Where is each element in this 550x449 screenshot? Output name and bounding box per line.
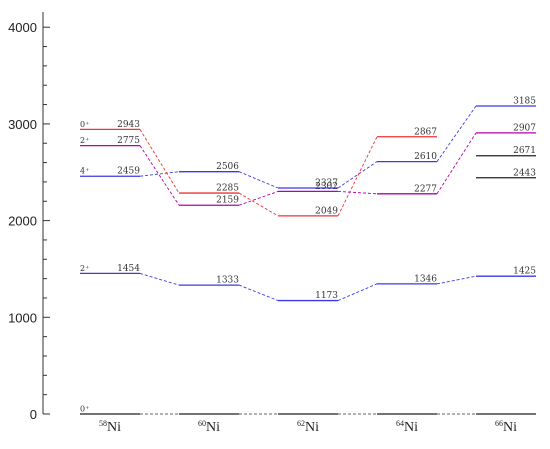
energy-label: 2285: [216, 184, 239, 194]
y-tick-label: 2000: [8, 214, 37, 229]
connection-line: [238, 171, 279, 189]
connection-line: [139, 171, 180, 177]
connection-line: [337, 283, 378, 301]
y-tick-label: 3000: [8, 117, 37, 132]
connection-line: [337, 190, 378, 195]
isotope-element: Ni: [305, 420, 319, 435]
connection-line: [436, 275, 477, 285]
spin-label: 4⁺: [80, 167, 89, 176]
isotope-element: Ni: [206, 420, 220, 435]
spin-label: 2⁺: [80, 264, 89, 273]
energy-label: 2943: [117, 120, 140, 130]
isotope-element: Ni: [107, 420, 121, 435]
connection-line: [238, 190, 279, 206]
y-tick-label: 0: [30, 407, 37, 422]
energy-label: 2159: [216, 196, 239, 206]
energy-label: 2443: [513, 168, 536, 178]
isotope-element: Ni: [503, 420, 517, 435]
connection-line: [238, 284, 279, 301]
isotope-label: 64Ni: [396, 419, 418, 435]
connection-line: [337, 161, 378, 189]
spin-label: 2⁺: [80, 136, 89, 145]
connection-line: [436, 132, 477, 195]
level-layer: 0⁺ 1454 2⁺ 2459 4⁺ 2775 2⁺ 2943 0⁺ 1333 2159 2285 25…: [80, 97, 536, 415]
isotope-mass: 66: [495, 419, 503, 428]
isotope-label: 60Ni: [198, 419, 220, 435]
energy-label: 1425: [513, 267, 536, 277]
energy-label: 2302: [315, 182, 338, 192]
energy-label: 2459: [117, 167, 140, 177]
energy-label: 2506: [216, 162, 239, 172]
energy-label: 1454: [117, 264, 140, 274]
energy-label: 3185: [513, 97, 536, 107]
energy-label: 2907: [513, 123, 536, 133]
energy-label: 2867: [414, 127, 437, 137]
isotope-mass: 60: [198, 419, 206, 428]
y-axis: 0 1000 2000 3000 4000: [8, 12, 50, 422]
spin-label: 0⁺: [80, 405, 89, 414]
energy-label: 2610: [414, 152, 437, 162]
connection-line: [238, 192, 279, 217]
connection-line: [139, 272, 180, 286]
isotope-mass: 64: [396, 419, 404, 428]
connection-line: [436, 105, 477, 162]
isotope-label: 58Ni: [99, 419, 121, 435]
energy-label: 1333: [216, 276, 239, 286]
energy-label: 1346: [414, 274, 437, 284]
connection-line: [139, 129, 180, 194]
energy-label: 1173: [315, 291, 338, 301]
spin-label: 0⁺: [80, 120, 89, 129]
isotope-label: 62Ni: [297, 419, 319, 435]
y-tick-label: 4000: [8, 20, 37, 35]
connection-line: [139, 145, 180, 206]
isotope-mass: 58: [99, 419, 107, 428]
isotope-element: Ni: [404, 420, 418, 435]
energy-label: 2049: [315, 206, 338, 216]
isotope-labels: 58Ni 60Ni 62Ni 64Ni 66Ni: [99, 419, 517, 435]
energy-label: 2775: [117, 136, 140, 146]
connection-layer: [139, 105, 477, 415]
energy-label: 2671: [513, 146, 536, 156]
connection-line: [337, 136, 378, 217]
y-tick-label: 1000: [8, 310, 37, 325]
energy-label: 2277: [414, 184, 437, 194]
isotope-mass: 62: [297, 419, 305, 428]
energy-label: 2337: [315, 179, 338, 189]
isotope-label: 66Ni: [495, 419, 517, 435]
